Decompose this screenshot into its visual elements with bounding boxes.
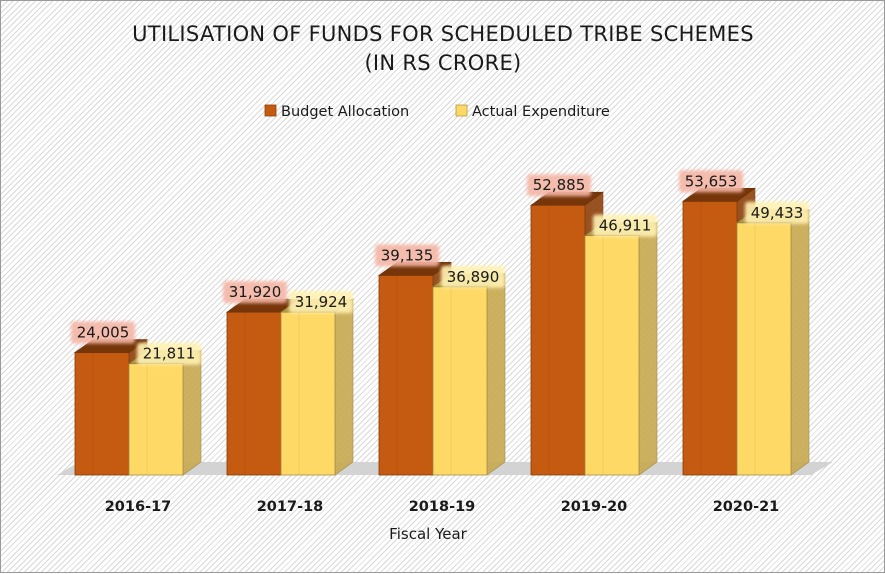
bar-front [432, 286, 488, 476]
bar-front [226, 311, 282, 476]
data-label-text: 31,920 [229, 283, 282, 301]
data-label-text: 52,885 [533, 176, 586, 194]
bar-front [736, 222, 792, 476]
bar-actual-2016-17 [128, 350, 202, 476]
data-label-bg [223, 281, 287, 304]
bar-actual-2019-20 [584, 222, 658, 476]
data-label-actual-2020-21: 49,433 [745, 201, 809, 224]
data-label-bg [71, 321, 135, 344]
bar-actual-2017-18 [280, 298, 354, 476]
data-label-bg [745, 201, 809, 224]
bar-actual-2020-21 [736, 209, 810, 476]
data-label-budget-2018-19: 39,135 [375, 244, 439, 267]
legend: Budget Allocation Actual Expenditure [264, 104, 610, 120]
bar-side [334, 298, 354, 476]
bar-front [280, 311, 336, 476]
legend-swatch-actual [455, 104, 468, 117]
x-tick-label-2016-17: 2016-17 [105, 499, 172, 515]
data-label-text: 53,653 [685, 172, 738, 190]
data-label-text: 36,890 [447, 268, 500, 286]
bar-side [486, 273, 506, 476]
data-label-text: 24,005 [77, 324, 130, 342]
data-label-bg [137, 342, 201, 365]
bar-actual-2018-19 [432, 273, 506, 476]
bar-front [682, 200, 738, 476]
data-label-text: 49,433 [751, 204, 804, 222]
data-label-bg [679, 170, 743, 193]
bar-front [128, 363, 184, 476]
x-axis-title: Fiscal Year [389, 525, 467, 543]
data-label-actual-2016-17: 21,811 [137, 342, 201, 365]
data-label-actual-2018-19: 36,890 [441, 265, 505, 288]
bar-side [790, 209, 810, 476]
data-label-text: 46,911 [599, 217, 652, 235]
bar-front [530, 204, 586, 476]
data-label-text: 39,135 [381, 246, 434, 264]
bar-side [638, 222, 658, 476]
data-label-budget-2019-20: 52,885 [527, 174, 591, 197]
data-label-actual-2019-20: 46,911 [593, 214, 657, 237]
data-label-text: 31,924 [295, 293, 348, 311]
chart-title: UTILISATION OF FUNDS FOR SCHEDULED TRIBE… [132, 22, 754, 46]
x-tick-label-2017-18: 2017-18 [257, 499, 324, 515]
data-label-budget-2016-17: 24,005 [71, 321, 135, 344]
bar-front [378, 274, 434, 476]
bars-group [74, 187, 810, 476]
data-label-bg [593, 214, 657, 237]
x-tick-labels-group: 2016-17 2017-18 2018-19 2019-20 2020-21 [105, 499, 780, 515]
data-label-bg [289, 291, 353, 314]
data-label-bg [375, 244, 439, 267]
data-labels-group: 24,005 21,811 31,920 31,924 39,135 36,890 52,8… [71, 170, 809, 365]
bar-front [74, 352, 130, 476]
legend-swatch-budget [264, 104, 277, 117]
data-label-budget-2020-21: 53,653 [679, 170, 743, 193]
legend-label-actual: Actual Expenditure [472, 104, 610, 120]
data-label-bg [527, 174, 591, 197]
data-label-budget-2017-18: 31,920 [223, 281, 287, 304]
x-tick-label-2018-19: 2018-19 [409, 499, 476, 515]
data-label-text: 21,811 [143, 345, 196, 363]
legend-label-budget: Budget Allocation [281, 104, 409, 120]
bar-side [182, 350, 202, 476]
bar-front [584, 235, 640, 476]
x-tick-label-2020-21: 2020-21 [713, 499, 780, 515]
data-label-bg [441, 265, 505, 288]
x-tick-label-2019-20: 2019-20 [561, 499, 628, 515]
chart-subtitle: (IN RS CRORE) [364, 51, 521, 75]
data-label-actual-2017-18: 31,924 [289, 291, 353, 314]
